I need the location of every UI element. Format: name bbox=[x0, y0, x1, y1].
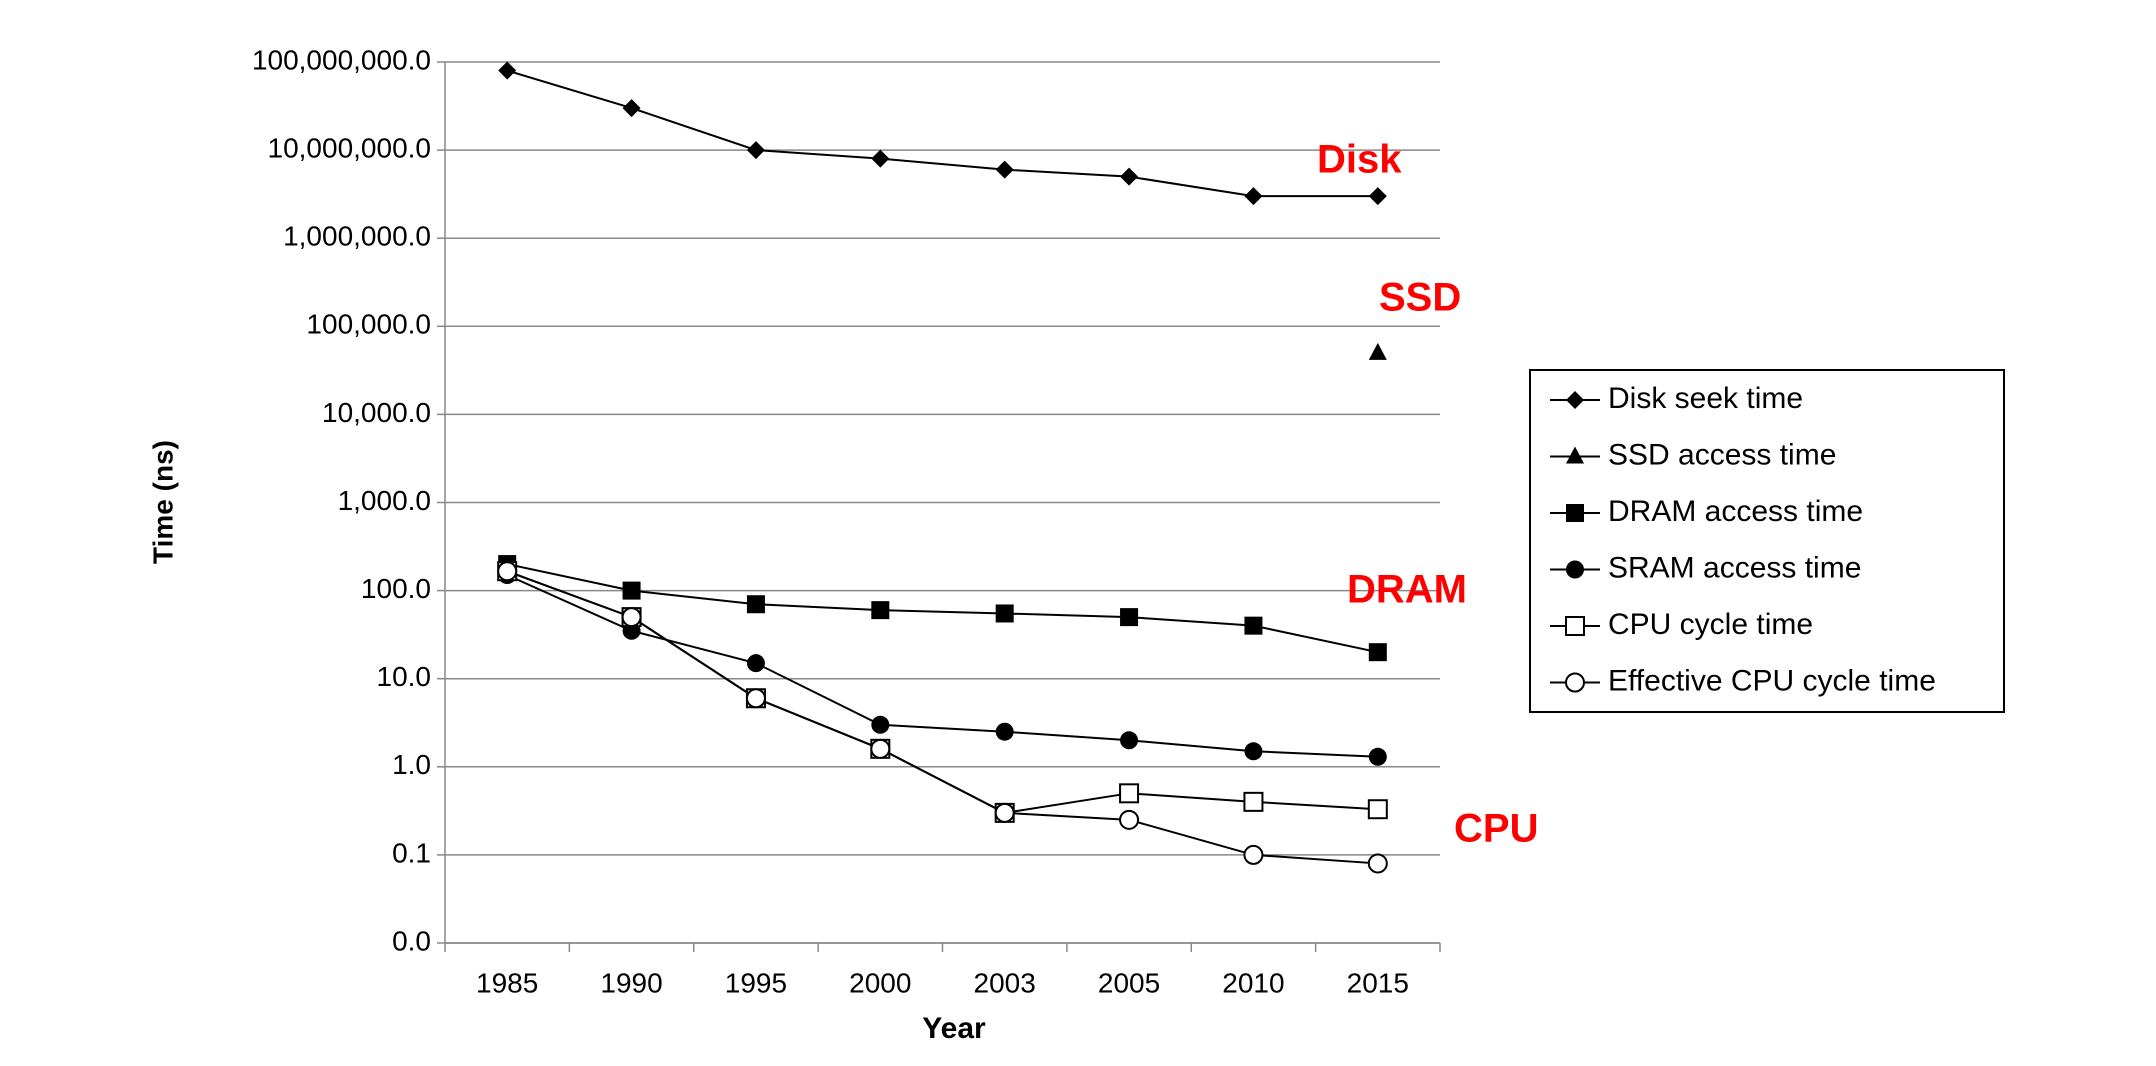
data-point bbox=[746, 141, 765, 160]
legend-label: Effective CPU cycle time bbox=[1608, 664, 1936, 697]
data-point bbox=[1120, 608, 1139, 627]
data-point bbox=[1368, 342, 1387, 360]
data-point bbox=[871, 601, 890, 620]
x-tick-label: 2000 bbox=[849, 967, 911, 998]
x-tick-label: 2005 bbox=[1098, 967, 1160, 998]
legend-marker bbox=[1566, 391, 1584, 409]
data-point bbox=[622, 581, 641, 600]
data-point bbox=[871, 149, 890, 168]
legend-marker bbox=[1565, 616, 1585, 636]
annotation: SSD bbox=[1379, 276, 1461, 320]
legend-label: DRAM access time bbox=[1608, 495, 1863, 528]
data-point bbox=[746, 654, 765, 673]
y-tick-label: 10,000.0 bbox=[322, 397, 431, 428]
legend-marker bbox=[1566, 446, 1584, 464]
legend-label: SRAM access time bbox=[1608, 551, 1861, 584]
y-tick-label: 0.0 bbox=[392, 925, 431, 956]
annotation: CPU bbox=[1454, 807, 1538, 851]
data-point bbox=[1244, 742, 1263, 761]
y-tick-label: 1,000.0 bbox=[338, 485, 431, 516]
data-point bbox=[621, 607, 642, 628]
data-point bbox=[1119, 809, 1140, 830]
x-axis-label: Year bbox=[922, 1012, 986, 1045]
legend-label: CPU cycle time bbox=[1608, 608, 1813, 641]
y-tick-label: 1.0 bbox=[392, 749, 431, 780]
data-point bbox=[871, 715, 890, 734]
data-point bbox=[1244, 616, 1263, 635]
x-tick-label: 2015 bbox=[1347, 967, 1409, 998]
data-point bbox=[1243, 791, 1264, 812]
data-point bbox=[995, 604, 1014, 623]
y-tick-label: 0.1 bbox=[392, 837, 431, 868]
y-tick-label: 10.0 bbox=[377, 661, 432, 692]
legend-label: Disk seek time bbox=[1608, 382, 1803, 415]
x-tick-label: 1995 bbox=[725, 967, 787, 998]
data-point bbox=[995, 722, 1014, 741]
series-line bbox=[506, 563, 1379, 654]
legend-marker bbox=[1566, 560, 1584, 579]
x-tick-label: 1990 bbox=[600, 967, 662, 998]
legend-marker bbox=[1566, 504, 1584, 522]
y-tick-label: 100.0 bbox=[361, 573, 431, 604]
data-point bbox=[498, 61, 517, 80]
y-axis-label: Time (ns) bbox=[147, 440, 178, 564]
data-point bbox=[746, 595, 765, 614]
x-tick-label: 1985 bbox=[476, 967, 538, 998]
data-point bbox=[1367, 853, 1388, 874]
y-tick-label: 1,000,000.0 bbox=[283, 221, 431, 252]
data-point bbox=[1368, 187, 1387, 206]
series-line bbox=[506, 570, 1378, 865]
data-point bbox=[745, 688, 766, 709]
data-point bbox=[1243, 844, 1264, 865]
data-point bbox=[1119, 783, 1140, 804]
series-line bbox=[506, 574, 1378, 758]
y-tick-label: 100,000.0 bbox=[306, 309, 431, 340]
data-point bbox=[870, 738, 891, 759]
data-point bbox=[1120, 167, 1139, 186]
y-tick-label: 10,000,000.0 bbox=[268, 132, 432, 163]
data-point bbox=[1367, 799, 1388, 820]
legend-box bbox=[1529, 369, 2005, 713]
annotation: DRAM bbox=[1347, 568, 1467, 612]
data-point bbox=[994, 802, 1015, 823]
series-line bbox=[506, 69, 1378, 198]
data-point bbox=[1120, 731, 1139, 750]
annotation: Disk bbox=[1317, 138, 1402, 182]
x-tick-label: 2010 bbox=[1222, 967, 1284, 998]
data-point bbox=[622, 99, 641, 118]
data-point bbox=[1368, 747, 1387, 766]
y-tick-label: 100,000,000.0 bbox=[252, 44, 431, 75]
data-point bbox=[497, 561, 518, 582]
data-point bbox=[1368, 643, 1387, 662]
x-tick-label: 2003 bbox=[974, 967, 1036, 998]
data-point bbox=[995, 160, 1014, 179]
legend-label: SSD access time bbox=[1608, 438, 1836, 471]
legend-marker bbox=[1565, 672, 1585, 693]
data-point bbox=[1244, 187, 1263, 206]
